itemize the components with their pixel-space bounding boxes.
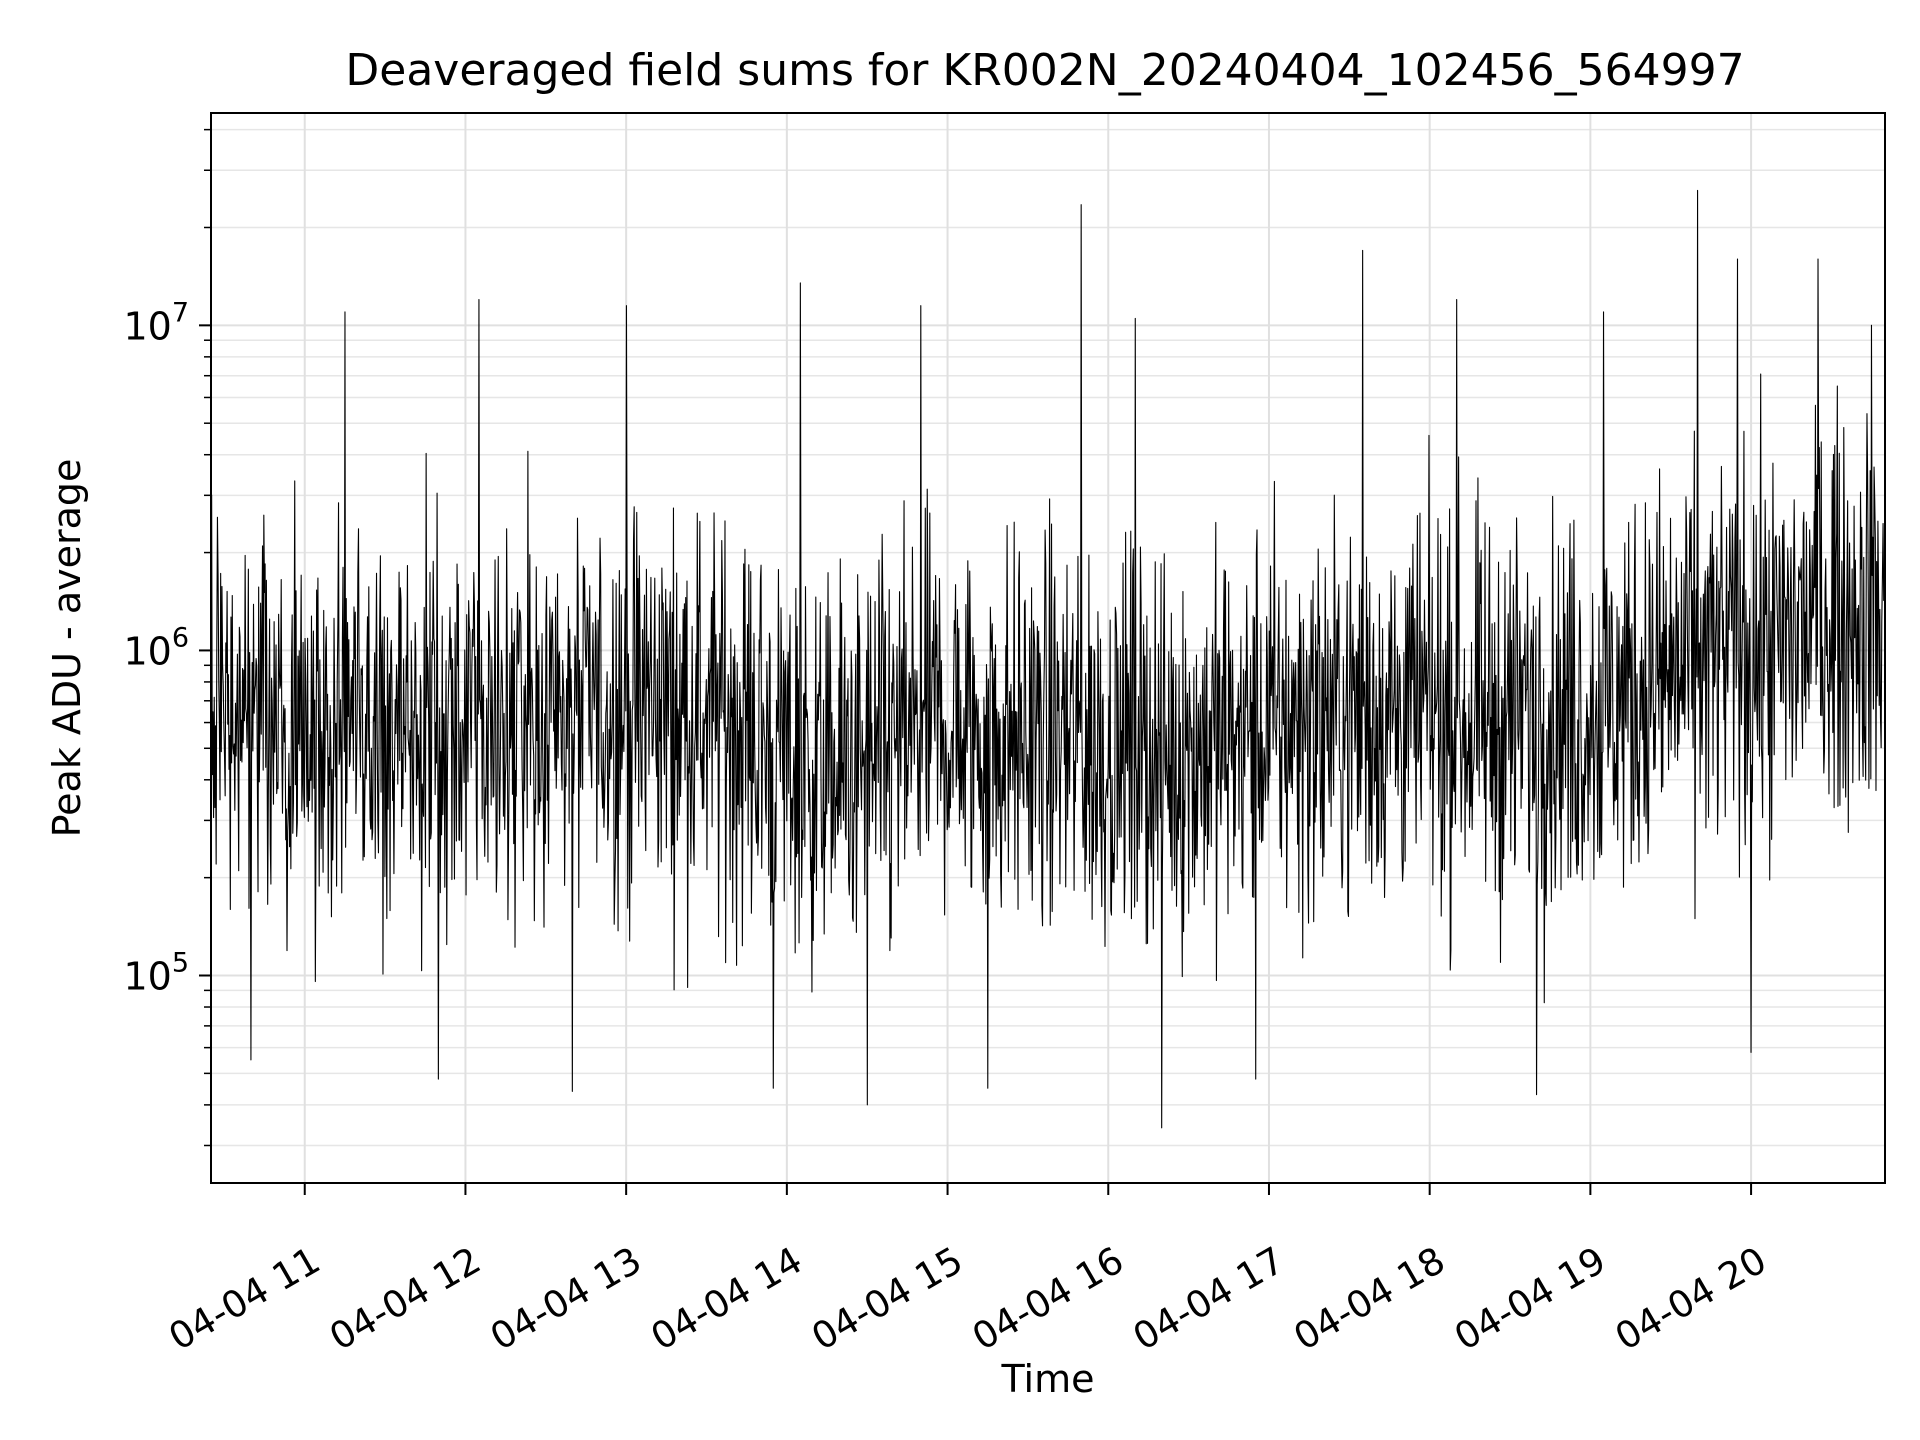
plot-frame	[210, 112, 1886, 1184]
chart-title: Deaveraged field sums for KR002N_2024040…	[345, 45, 1744, 96]
series-line	[210, 189, 1886, 1129]
series-layer	[210, 189, 1886, 1129]
x-axis-label: Time	[1001, 1357, 1095, 1401]
y-axis-label: Peak ADU - average	[45, 459, 89, 838]
y-tick-label: 107	[123, 297, 189, 348]
y-axis: 105 106 107	[123, 128, 211, 1147]
y-tick-label: 106	[123, 622, 189, 673]
y-tick-label: 105	[123, 948, 189, 999]
